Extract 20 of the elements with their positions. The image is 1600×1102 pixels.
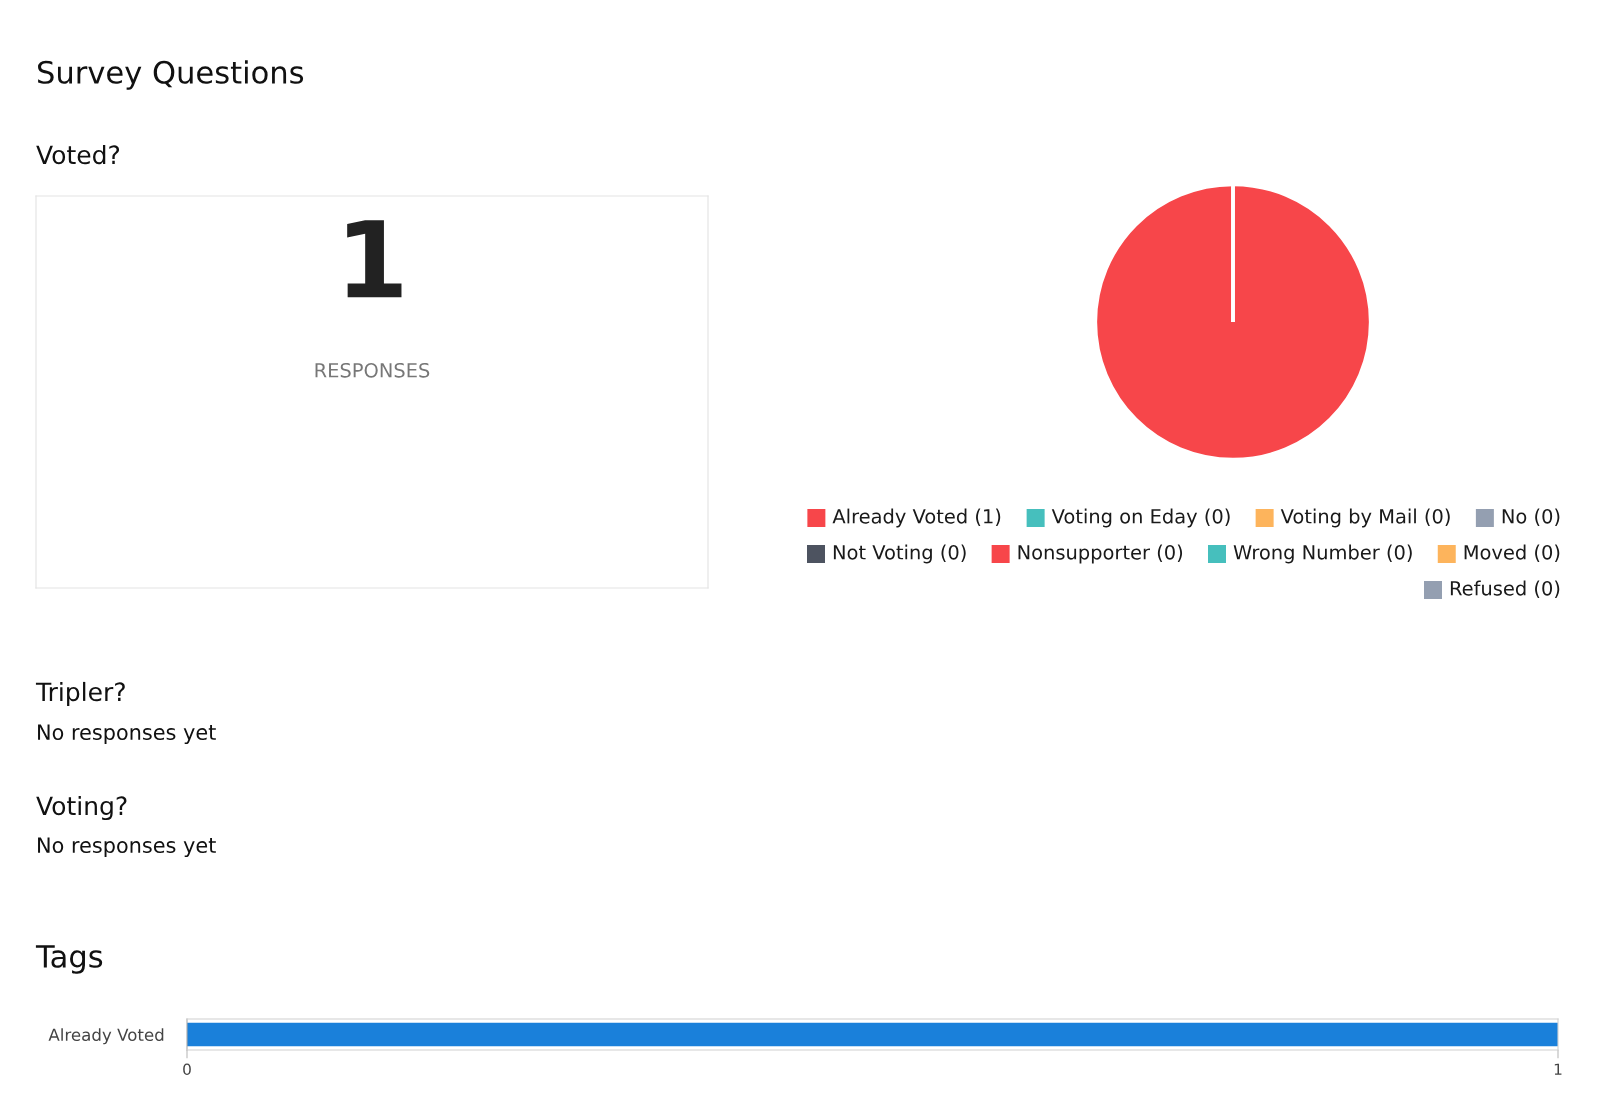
legend-label: Already Voted (1) xyxy=(832,508,1001,528)
legend-label: Moved (0) xyxy=(1464,544,1560,562)
legend-label: Voting on Eday (0) xyxy=(1051,508,1230,528)
legend-label: Wrong Number (0) xyxy=(1233,544,1412,564)
y-tick-label: Already Voted xyxy=(48,1028,164,1045)
text: No responses yet xyxy=(38,724,216,745)
chart-title: Tags xyxy=(35,945,103,974)
x-tick-label: 0 xyxy=(183,1063,191,1076)
legend-label: Nonsupporter (0) xyxy=(1018,544,1183,564)
text: No responses yet xyxy=(38,837,216,858)
text: Tripler? xyxy=(35,681,125,707)
text: Voted? xyxy=(36,144,120,165)
text: Survey Questions xyxy=(38,60,304,90)
legend-label: Not Voting (0) xyxy=(833,544,966,564)
text: 1 xyxy=(347,220,402,298)
legend-label: Voting by Mail (0) xyxy=(1280,508,1450,528)
text: Voting? xyxy=(36,795,127,821)
text: RESPONSES xyxy=(315,362,430,378)
legend-label: Refused (0) xyxy=(1450,580,1560,598)
legend-label: No (0) xyxy=(1502,508,1560,526)
